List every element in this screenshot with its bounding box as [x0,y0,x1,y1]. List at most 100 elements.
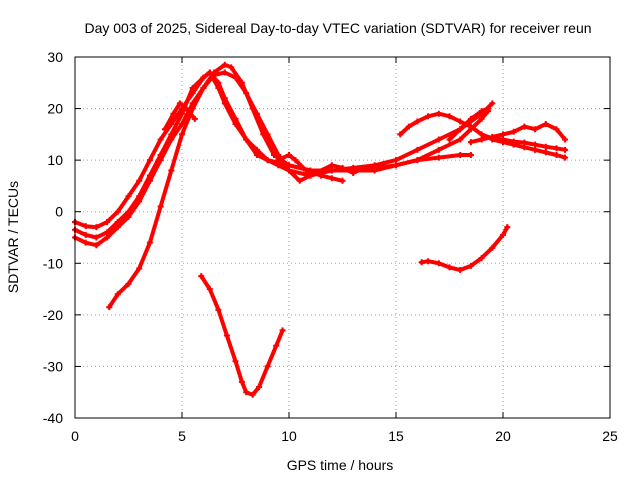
data-point [350,170,357,177]
data-point [275,157,282,164]
data-point [328,167,335,174]
x-tick-label: 25 [602,428,618,444]
data-point [435,154,442,161]
y-tick-label: 30 [47,49,63,65]
data-point [562,136,569,143]
data-series-line [73,62,490,248]
data-point [457,266,464,273]
data-point [397,131,404,138]
data-point [176,100,183,107]
x-tick-labels: 0 5 10 15 20 25 [71,428,618,444]
data-point [243,136,250,143]
data-point [371,162,378,169]
y-tick-label: -20 [43,307,63,323]
data-point [200,74,207,81]
x-axis-label: GPS time / hours [287,457,394,473]
data-point [303,167,310,174]
data-point [457,118,464,125]
data-point [206,286,213,293]
data-point [232,121,239,128]
data-point [446,113,453,120]
data-point [500,231,506,238]
data-point [457,151,464,158]
data-point [500,131,506,138]
data-point [104,229,111,236]
data-point [510,128,517,135]
data-point [328,175,335,182]
data-point [215,306,222,313]
data-point [183,105,190,112]
data-point [279,327,286,334]
data-point [179,110,185,117]
data-point [467,115,474,122]
data-point [191,115,198,122]
data-point [521,123,528,130]
data-point [157,157,164,164]
data-point [82,223,89,230]
data-point [273,342,280,349]
data-point [328,162,335,169]
data-point [296,177,303,184]
data-point [489,100,496,107]
data-point [292,157,299,164]
data-point [189,105,196,112]
x-tick-label: 20 [495,428,511,444]
data-point [264,157,271,164]
data-point [504,224,511,231]
data-point [82,231,89,238]
y-tick-label: 20 [47,101,63,117]
data-point [136,177,143,184]
data-point [425,258,432,265]
data-point [170,110,177,117]
data-point [405,123,412,130]
data-point [485,105,492,112]
data-point [532,141,539,148]
data-point [393,157,399,164]
data-point [223,332,230,339]
data-point [179,121,185,128]
data-point [553,151,560,158]
data-point [249,391,256,398]
data-point [228,64,235,71]
data-point [200,84,207,91]
data-point [168,167,175,174]
data-point [221,100,228,107]
data-point [414,118,421,125]
x-tick-label: 0 [71,428,79,444]
data-point [221,61,228,68]
x-tick-label: 15 [388,428,404,444]
data-point [500,139,506,146]
data-point [125,213,132,220]
data-point [114,291,121,298]
data-point [168,136,175,143]
data-point [179,131,185,138]
data-point [478,136,485,143]
data-point [478,108,485,115]
data-point [256,384,263,391]
data-point [489,136,496,143]
data-point [125,193,132,200]
data-point [478,115,485,122]
y-tick-label: -40 [43,410,63,426]
data-point [253,110,260,117]
data-point [457,126,464,133]
y-tick-label: -30 [43,358,63,374]
data-point [542,121,549,128]
data-series-line [468,122,568,145]
data-point [189,84,196,91]
data-point [275,151,282,158]
data-point [93,234,100,241]
data-point [146,157,153,164]
y-tick-label: 10 [47,152,63,168]
data-point [425,113,432,120]
y-tick-label: 0 [55,204,63,220]
data-point [243,389,250,396]
data-point [114,208,121,215]
data-point [221,69,228,76]
data-point [215,84,222,91]
data-series-line [419,225,510,272]
data-point [414,146,421,153]
data-point [93,242,100,249]
data-point [339,177,346,184]
